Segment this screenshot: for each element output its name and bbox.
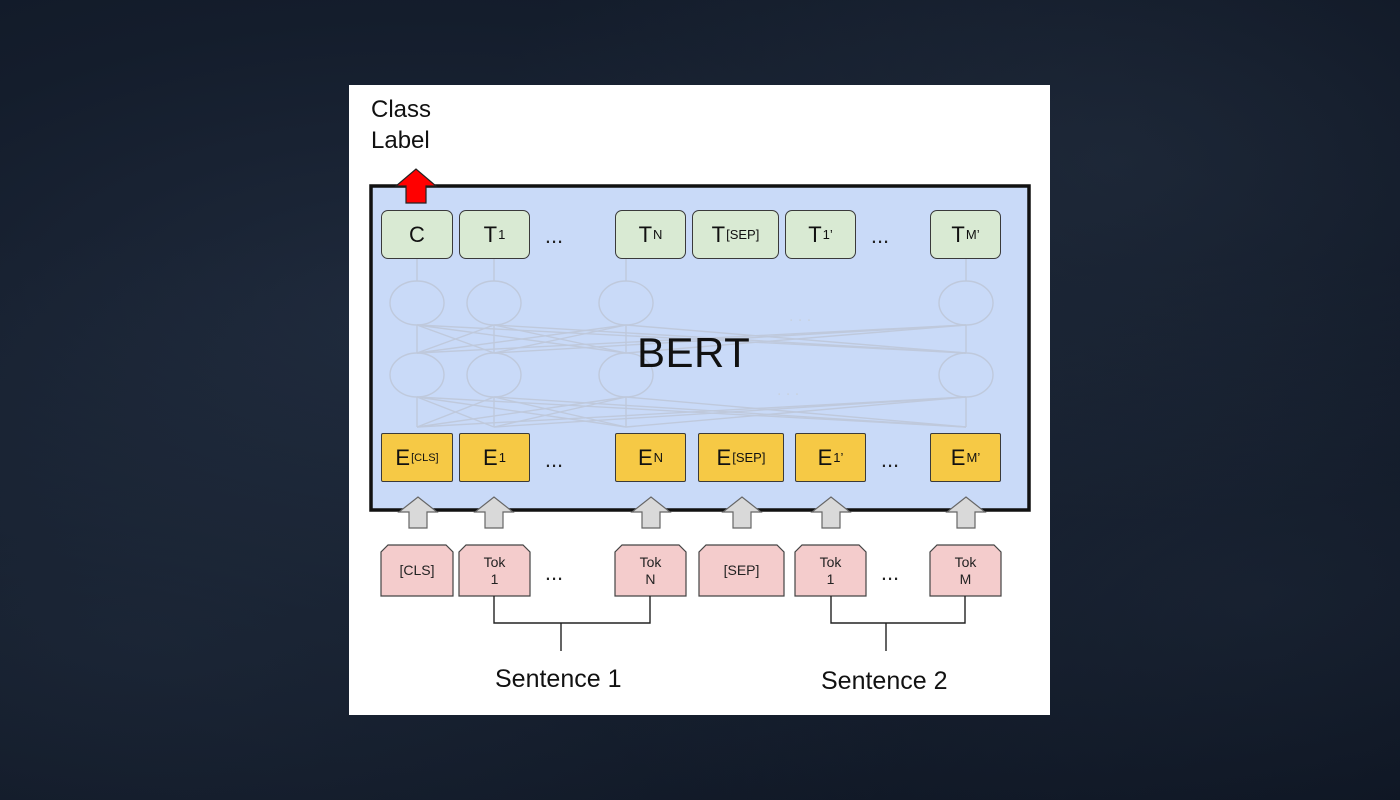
output-tm: T M’ bbox=[930, 210, 1001, 259]
embedding-e1b-main: E bbox=[817, 444, 833, 470]
embedding-e1-main: E bbox=[483, 444, 498, 470]
token-shape-tok1b bbox=[794, 544, 867, 597]
input-arrow-tokn bbox=[630, 496, 672, 529]
output-tsep-sub: [SEP] bbox=[726, 227, 760, 242]
class-label-line-1: Class bbox=[371, 96, 432, 123]
embedding-em: E M’ bbox=[930, 433, 1001, 482]
class-label-line-2: Label bbox=[371, 127, 430, 154]
output-tm-sub: M’ bbox=[965, 227, 980, 242]
internal-dots-bottom: . . . bbox=[777, 382, 799, 399]
output-t1-sub: 1 bbox=[498, 227, 506, 242]
diagram-canvas: . . . . . . bbox=[369, 168, 1031, 651]
output-tm-main: T bbox=[951, 221, 965, 247]
class-label-arrow bbox=[394, 168, 438, 204]
token-tokn: Tok N bbox=[639, 553, 662, 587]
bert-label: BERT bbox=[637, 329, 751, 376]
output-ellipsis-2: ... bbox=[870, 223, 890, 248]
embedding-e1b: E 1’ bbox=[795, 433, 866, 482]
output-t1b-sub: 1’ bbox=[822, 227, 833, 242]
sentence-2-label: Sentence 2 bbox=[821, 667, 948, 695]
token-tokm: Tok M bbox=[954, 553, 977, 587]
token-ellipsis-2: ... bbox=[880, 560, 900, 585]
embedding-ellipsis-1: ... bbox=[544, 447, 564, 472]
output-tsep-main: T bbox=[711, 221, 726, 247]
input-arrow-tok1 bbox=[473, 496, 515, 529]
token-shape-cls bbox=[380, 544, 454, 597]
token-shape-tok1 bbox=[458, 544, 531, 597]
token-tok1b: Tok 1 bbox=[819, 553, 842, 587]
embedding-ellipsis-2: ... bbox=[880, 447, 900, 472]
embedding-cls-sub: [CLS] bbox=[411, 451, 439, 464]
slide: . . . . . . Cl bbox=[349, 85, 1050, 715]
transformer-internals bbox=[389, 259, 994, 428]
token-shape-tokm bbox=[929, 544, 1002, 597]
token-tok1: Tok 1 bbox=[483, 553, 506, 587]
embedding-em-main: E bbox=[950, 444, 966, 470]
output-c-main: C bbox=[409, 221, 425, 247]
output-ellipsis-1: ... bbox=[544, 223, 564, 248]
embedding-e1-sub: 1 bbox=[498, 450, 506, 465]
output-tn-main: T bbox=[638, 221, 653, 247]
output-c: C bbox=[381, 210, 453, 259]
embedding-cls: E [CLS] bbox=[381, 433, 453, 482]
token-cls: [CLS] bbox=[399, 562, 435, 578]
sentence-1-bracket bbox=[493, 596, 651, 624]
sentence-1-label: Sentence 1 bbox=[495, 665, 622, 693]
token-shape-sep bbox=[698, 544, 785, 597]
class-label: Class Label bbox=[371, 94, 431, 156]
output-tsep: T [SEP] bbox=[692, 210, 779, 259]
sentence-2-bracket bbox=[830, 596, 966, 624]
input-arrow-cls bbox=[397, 496, 439, 529]
embedding-en-sub: N bbox=[653, 450, 664, 465]
token-sep: [SEP] bbox=[723, 562, 760, 578]
internal-dots-top: . . . bbox=[789, 308, 811, 325]
embedding-cls-main: E bbox=[395, 444, 411, 470]
input-arrow-tok1b bbox=[810, 496, 852, 529]
embedding-em-sub: M’ bbox=[966, 450, 981, 465]
input-arrow-tokm bbox=[945, 496, 987, 529]
output-t1b: T 1’ bbox=[785, 210, 856, 259]
output-tn-sub: N bbox=[653, 227, 663, 242]
embedding-sep-main: E bbox=[716, 444, 732, 470]
output-t1-main: T bbox=[483, 221, 498, 247]
token-shape-tokn bbox=[614, 544, 687, 597]
output-t1b-main: T bbox=[808, 221, 822, 247]
sentence-brackets bbox=[493, 596, 966, 651]
embedding-sep: E [SEP] bbox=[698, 433, 784, 482]
input-arrow-sep bbox=[721, 496, 763, 529]
embedding-en-main: E bbox=[637, 444, 653, 470]
input-arrows bbox=[397, 496, 987, 529]
token-shapes bbox=[380, 544, 1002, 597]
embedding-sep-sub: [SEP] bbox=[732, 450, 766, 465]
embedding-e1b-sub: 1’ bbox=[833, 450, 844, 465]
token-ellipsis-1: ... bbox=[544, 560, 564, 585]
